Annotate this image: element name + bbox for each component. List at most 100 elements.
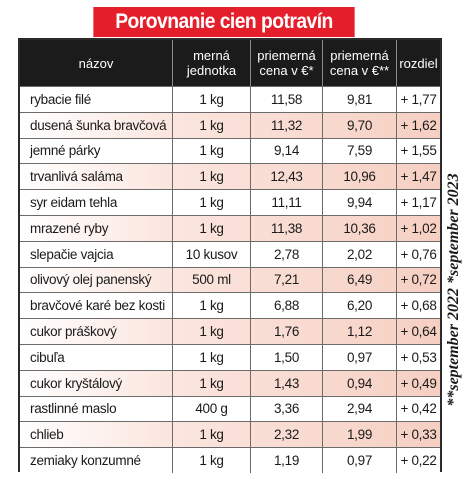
cell-cena-2022: 10,36	[323, 215, 397, 241]
cell-cena-2023: 2,78	[251, 241, 323, 267]
cell-jednotka: 1 kg	[173, 190, 251, 215]
cell-jednotka: 1 kg	[173, 164, 251, 190]
cell-rozdiel: + 0,49	[400, 375, 437, 391]
cell-cena-2023: 1,50	[251, 344, 323, 370]
cell-cena-2022: 9,94	[323, 190, 397, 215]
header-nazov: názov	[20, 40, 173, 86]
table-row: chlieb 1 kg 2,32 1,99 + 0,33	[20, 421, 440, 448]
table-row: zemiaky konzumné 1 kg 1,19 0,97 + 0,22	[20, 447, 440, 473]
cell-jednotka: 1 kg	[173, 293, 251, 319]
cell-jednotka: 1 kg	[173, 422, 251, 448]
cell-nazov: rybacie filé	[20, 87, 173, 112]
page-title: Porovnanie cien potravín	[93, 7, 355, 37]
cell-jednotka: 1 kg	[173, 319, 251, 344]
cell-cena-2023: 3,36	[251, 396, 323, 422]
cell-cena-2023: 11,32	[251, 112, 323, 138]
cell-rozdiel: + 1,55	[397, 138, 440, 164]
cell-rozdiel: + 1,17	[397, 190, 440, 215]
cell-nazov: syr eidam tehla	[20, 190, 173, 215]
table-row: trvanlivá saláma 1 kg 12,43 10,96 + 1,47	[20, 163, 440, 190]
cell-cena-2022: 6,49	[323, 267, 397, 293]
cell-jednotka: 1 kg	[173, 112, 251, 138]
cell-rozdiel: + 0,22	[397, 448, 440, 473]
table-body: rybacie filé 1 kg 11,58 9,81 + 1,77 dusená šu…	[20, 86, 440, 473]
cell-rozdiel: + 0,76	[397, 241, 440, 267]
table-row: dusená šunka bravčová 1 kg 11,32 9,70 + 1,62	[20, 111, 440, 138]
cell-cena-2023: 11,58	[251, 87, 323, 112]
cell-cena-2022: 7,59	[323, 138, 397, 164]
cell-cena-2023: 12,43	[251, 164, 323, 190]
cell-jednotka: 1 kg	[173, 87, 251, 112]
cell-cena-2023: 11,38	[251, 215, 323, 241]
cell-jednotka: 1 kg	[173, 344, 251, 370]
cell-jednotka: 500 ml	[173, 267, 251, 293]
cell-nazov: cibuľa	[20, 344, 173, 370]
cell-cena-2023: 9,14	[251, 138, 323, 164]
price-table: názov merná jednotka priemerná cena v €*…	[18, 38, 442, 473]
table-row: bravčové karé bez kosti 1 kg 6,88 6,20 + 0,6…	[20, 292, 440, 319]
cell-rozdiel: + 1,77	[397, 87, 440, 112]
cell-cena-2022: 9,81	[323, 87, 397, 112]
header-merna-jednotka: merná jednotka	[173, 40, 251, 86]
header-cena-2023: priemerná cena v €*	[251, 40, 323, 86]
cell-jednotka: 1 kg	[173, 138, 251, 164]
cell-jednotka: 1 kg	[173, 370, 251, 396]
cell-cena-2023: 1,76	[251, 319, 323, 344]
cell-cena-2022: 0,97	[323, 448, 397, 473]
cell-nazov: bravčové karé bez kosti	[20, 293, 173, 319]
cell-rozdiel: + 0,68	[397, 293, 440, 319]
cell-cena-2022: 6,20	[323, 293, 397, 319]
cell-rozdiel: + 1,62	[400, 117, 437, 133]
cell-cena-2022: 0,94	[323, 370, 397, 396]
cell-jednotka: 1 kg	[173, 448, 251, 473]
cell-cena-2023: 11,11	[251, 190, 323, 215]
cell-cena-2022: 10,96	[323, 164, 397, 190]
cell-jednotka: 1 kg	[173, 215, 251, 241]
table-row: cibuľa 1 kg 1,50 0,97 + 0,53	[20, 343, 440, 370]
table-row: rastlinné maslo 400 g 3,36 2,94 + 0,42	[20, 395, 440, 422]
cell-rozdiel: + 0,42	[397, 396, 440, 422]
cell-rozdiel: + 0,64	[400, 324, 437, 340]
side-note: **september 2022 *september 2023	[442, 100, 466, 480]
side-note-text: **september 2022 *september 2023	[445, 173, 462, 407]
cell-cena-2022: 1,12	[323, 319, 397, 344]
table-row: slepačie vajcia 10 kusov 2,78 2,02 + 0,76	[20, 240, 440, 267]
cell-cena-2022: 9,70	[323, 112, 397, 138]
table-row: jemné párky 1 kg 9,14 7,59 + 1,55	[20, 137, 440, 164]
cell-nazov: jemné párky	[20, 138, 173, 164]
cell-cena-2023: 7,21	[251, 267, 323, 293]
cell-nazov: slepačie vajcia	[20, 241, 173, 267]
cell-rozdiel: + 1,02	[400, 220, 437, 236]
table-header: názov merná jednotka priemerná cena v €*…	[20, 40, 440, 86]
cell-cena-2023: 6,88	[251, 293, 323, 319]
cell-nazov: chlieb	[20, 422, 173, 448]
title-banner: Porovnanie cien potravín	[0, 0, 474, 37]
cell-nazov: zemiaky konzumné	[20, 448, 173, 473]
cell-cena-2022: 2,94	[323, 396, 397, 422]
cell-nazov: olivový olej panenský	[20, 267, 173, 293]
header-rozdiel: rozdiel	[399, 55, 438, 71]
header-cena-2022: priemerná cena v €**	[323, 40, 397, 86]
cell-jednotka: 10 kusov	[173, 241, 251, 267]
cell-nazov: cukor kryštálový	[20, 370, 173, 396]
table-row: rybacie filé 1 kg 11,58 9,81 + 1,77	[20, 86, 440, 112]
cell-cena-2022: 0,97	[323, 344, 397, 370]
cell-nazov: mrazené ryby	[20, 215, 173, 241]
cell-cena-2022: 2,02	[323, 241, 397, 267]
table-row: cukor kryštálový 1 kg 1,43 0,94 + 0,49	[20, 369, 440, 396]
table-row: olivový olej panenský 500 ml 7,21 6,49 + 0,7…	[20, 266, 440, 293]
cell-rozdiel: + 0,53	[397, 344, 440, 370]
table-row: syr eidam tehla 1 kg 11,11 9,94 + 1,17	[20, 189, 440, 215]
table-row: cukor práškový 1 kg 1,76 1,12 + 0,64	[20, 318, 440, 344]
cell-cena-2022: 1,99	[323, 422, 397, 448]
cell-cena-2023: 1,43	[251, 370, 323, 396]
cell-rozdiel: + 1,47	[400, 169, 437, 185]
cell-jednotka: 400 g	[173, 396, 251, 422]
cell-nazov: cukor práškový	[20, 319, 173, 344]
cell-rozdiel: + 0,33	[400, 427, 437, 443]
cell-nazov: dusená šunka bravčová	[20, 112, 173, 138]
cell-cena-2023: 2,32	[251, 422, 323, 448]
table-row: mrazené ryby 1 kg 11,38 10,36 + 1,02	[20, 214, 440, 241]
cell-nazov: rastlinné maslo	[20, 396, 173, 422]
cell-nazov: trvanlivá saláma	[20, 164, 173, 190]
